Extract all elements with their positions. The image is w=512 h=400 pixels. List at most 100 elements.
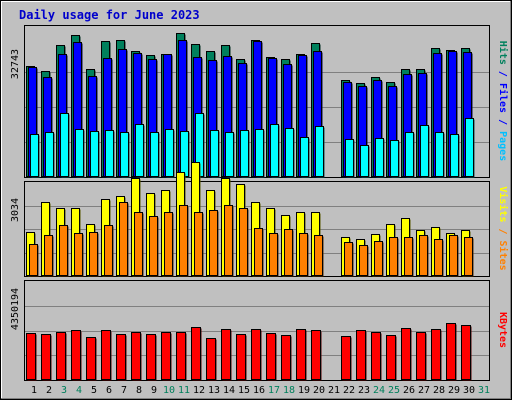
bar-visits-sites-20 — [314, 235, 323, 276]
bar-kbytes-kbytes-29 — [446, 323, 456, 380]
x-tick-label-19: 19 — [298, 385, 310, 396]
x-tick-label-27: 27 — [418, 385, 430, 396]
bar-hits-pages-9 — [150, 132, 159, 177]
bar-kbytes-kbytes-30 — [461, 325, 471, 380]
bar-hits-pages-27 — [420, 125, 429, 177]
x-tick-label-7: 7 — [121, 385, 127, 396]
bar-hits-pages-5 — [90, 131, 99, 177]
panel-hits: 32743 Hits / Files / Pages — [10, 25, 509, 178]
bar-visits-sites-8 — [134, 212, 143, 276]
bar-visits-sites-6 — [104, 225, 113, 276]
bar-kbytes-kbytes-18 — [281, 335, 291, 380]
bar-hits-pages-3 — [60, 113, 69, 177]
bar-kbytes-kbytes-4 — [71, 330, 81, 380]
bar-visits-sites-11 — [179, 205, 188, 276]
bar-visits-sites-3 — [59, 225, 68, 276]
bar-visits-sites-30 — [464, 237, 473, 276]
bar-hits-pages-28 — [435, 132, 444, 177]
bar-kbytes-kbytes-19 — [296, 329, 306, 380]
bar-visits-sites-15 — [239, 208, 248, 276]
legend-hits: Hits / Files / Pages — [497, 41, 509, 161]
chart-title: Daily usage for June 2023 — [19, 8, 200, 22]
bar-visits-sites-12 — [194, 212, 203, 276]
x-tick-label-28: 28 — [433, 385, 445, 396]
bar-hits-pages-13 — [210, 130, 219, 177]
bar-kbytes-kbytes-26 — [401, 328, 411, 380]
bar-hits-pages-11 — [180, 131, 189, 177]
bar-hits-pages-23 — [360, 145, 369, 177]
bar-kbytes-kbytes-8 — [131, 332, 141, 380]
bar-kbytes-kbytes-17 — [266, 333, 276, 380]
bar-kbytes-kbytes-9 — [146, 334, 156, 380]
x-tick-label-31: 31 — [478, 385, 490, 396]
x-tick-label-30: 30 — [463, 385, 475, 396]
bar-visits-sites-13 — [209, 210, 218, 276]
bar-visits-sites-27 — [419, 235, 428, 276]
x-tick-label-12: 12 — [193, 385, 205, 396]
bar-kbytes-kbytes-12 — [191, 327, 201, 380]
legend-item-hits-0: Hits — [497, 41, 509, 65]
x-tick-label-6: 6 — [106, 385, 112, 396]
bar-kbytes-kbytes-28 — [431, 329, 441, 380]
x-tick-label-10: 10 — [163, 385, 175, 396]
bar-visits-sites-25 — [389, 237, 398, 276]
legend-item-hits-4: Pages — [497, 131, 508, 161]
bar-visits-sites-28 — [434, 239, 443, 276]
bar-visits-sites-7 — [119, 202, 128, 276]
legend-item-kbytes-0: KBytes — [497, 312, 508, 348]
x-tick-label-13: 13 — [208, 385, 220, 396]
x-tick-label-14: 14 — [223, 385, 235, 396]
bar-kbytes-kbytes-1 — [26, 333, 36, 380]
bar-visits-sites-10 — [164, 212, 173, 276]
x-tick-label-26: 26 — [403, 385, 415, 396]
bar-visits-sites-5 — [89, 232, 98, 276]
legend-item-hits-1: / — [497, 65, 508, 83]
bar-kbytes-kbytes-22 — [341, 336, 351, 380]
bar-kbytes-kbytes-6 — [101, 330, 111, 380]
legend-visits: Visits / Sites — [497, 186, 509, 270]
x-tick-label-20: 20 — [313, 385, 325, 396]
bar-hits-pages-19 — [300, 137, 309, 177]
bar-visits-sites-4 — [74, 233, 83, 276]
bar-hits-pages-10 — [165, 129, 174, 177]
ymax-label-visits: 3034 — [10, 198, 21, 222]
legend-item-visits-2: Sites — [497, 241, 509, 271]
bar-visits-sites-14 — [224, 205, 233, 276]
x-tick-label-2: 2 — [46, 385, 52, 396]
bar-hits-pages-24 — [375, 138, 384, 177]
bar-visits-sites-18 — [284, 229, 293, 276]
legend-item-visits-1: / — [497, 222, 508, 240]
bar-hits-pages-14 — [225, 132, 234, 177]
x-tick-label-9: 9 — [151, 385, 157, 396]
x-tick-label-29: 29 — [448, 385, 460, 396]
bar-hits-pages-18 — [285, 128, 294, 177]
legend-item-visits-0: Visits — [497, 186, 509, 222]
x-tick-label-15: 15 — [238, 385, 250, 396]
bar-hits-pages-22 — [345, 139, 354, 177]
x-tick-label-24: 24 — [373, 385, 385, 396]
bar-visits-sites-26 — [404, 237, 413, 276]
bar-kbytes-kbytes-27 — [416, 332, 426, 380]
bar-kbytes-kbytes-13 — [206, 338, 216, 380]
x-tick-label-3: 3 — [61, 385, 67, 396]
bar-visits-sites-16 — [254, 228, 263, 276]
bar-hits-pages-30 — [465, 118, 474, 177]
x-tick-label-8: 8 — [136, 385, 142, 396]
bar-kbytes-kbytes-5 — [86, 337, 96, 380]
x-tick-label-4: 4 — [76, 385, 82, 396]
x-tick-label-17: 17 — [268, 385, 280, 396]
chart-panels: 32743 Hits / Files / Pages 3034 Visits / Si… — [10, 25, 509, 381]
bar-hits-pages-8 — [135, 124, 144, 177]
bar-kbytes-kbytes-2 — [41, 334, 51, 380]
ymax-label-kbytes: 4350194 — [10, 288, 21, 330]
x-tick-label-23: 23 — [358, 385, 370, 396]
x-tick-label-11: 11 — [178, 385, 190, 396]
bar-hits-pages-7 — [120, 132, 129, 177]
bar-kbytes-kbytes-24 — [371, 332, 381, 380]
x-tick-label-25: 25 — [388, 385, 400, 396]
bar-kbytes-kbytes-14 — [221, 329, 231, 380]
bar-kbytes-kbytes-10 — [161, 332, 171, 380]
bar-hits-pages-15 — [240, 130, 249, 177]
